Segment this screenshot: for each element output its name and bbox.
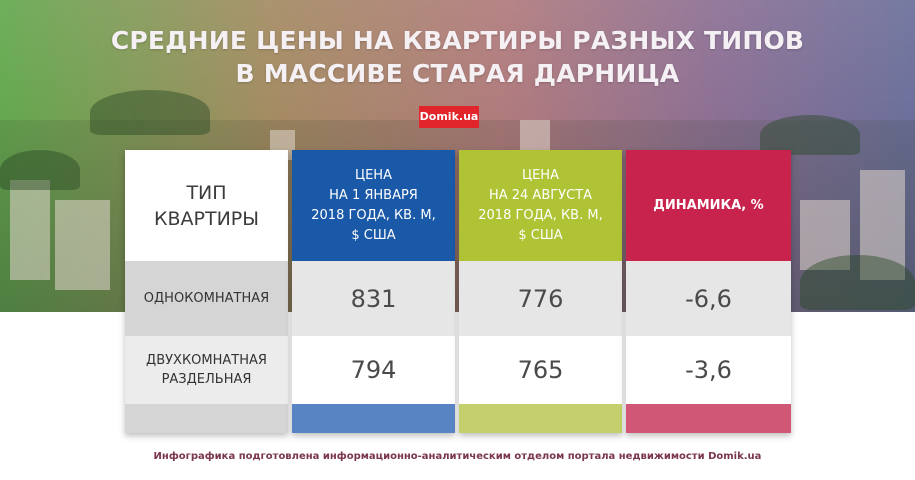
tree (90, 90, 210, 135)
header-aug-line: $ США (518, 227, 563, 243)
header-dyn-line: ДИНАМИКА, % (653, 197, 764, 213)
row-1-aug-cell: 776 (459, 261, 622, 336)
row-1-jan-value: 831 (350, 284, 397, 313)
building (800, 200, 850, 270)
header-price-aug: ЦЕНА НА 24 АВГУСТА 2018 ГОДА, КВ. М, $ С… (459, 150, 622, 261)
header-aug-line: ЦЕНА (522, 167, 559, 183)
header-jan-line: $ США (351, 227, 396, 243)
building (10, 180, 50, 280)
header-dynamics: ДИНАМИКА, % (626, 150, 791, 261)
title-line-2: В МАССИВЕ СТАРАЯ ДАРНИЦА (235, 59, 680, 88)
row-2-aug-cell: 765 (459, 336, 622, 404)
row-1-aug-value: 776 (517, 284, 564, 313)
title-line-1: СРЕДНИЕ ЦЕНЫ НА КВАРТИРЫ РАЗНЫХ ТИПОВ (110, 26, 805, 55)
row-1-jan-cell: 831 (292, 261, 455, 336)
column-dynamics: ДИНАМИКА, % -6,6 -3,6 (626, 150, 791, 433)
header-apartment-type: ТИП КВАРТИРЫ (125, 150, 288, 261)
tree (0, 150, 80, 190)
row-1-type-cell: ОДНОКОМНАТНАЯ (125, 261, 288, 336)
row-1-dyn-cell: -6,6 (626, 261, 791, 336)
column-price-jan: ЦЕНА НА 1 ЯНВАРЯ 2018 ГОДА, КВ. М, $ США… (292, 150, 455, 433)
brand-badge: Domik.ua (419, 106, 479, 128)
footer-strip (292, 404, 455, 433)
header-jan-line: ЦЕНА (355, 167, 392, 183)
row-1-type-label: ОДНОКОМНАТНАЯ (143, 291, 270, 306)
column-price-aug: ЦЕНА НА 24 АВГУСТА 2018 ГОДА, КВ. М, $ С… (459, 150, 622, 433)
header-aug-line: 2018 ГОДА, КВ. М, (478, 207, 603, 223)
building (520, 120, 550, 155)
row-2-jan-cell: 794 (292, 336, 455, 404)
footer-strip (459, 404, 622, 433)
footer-strip (125, 404, 288, 433)
page-title: СРЕДНИЕ ЦЕНЫ НА КВАРТИРЫ РАЗНЫХ ТИПОВ В … (0, 24, 915, 90)
row-2-jan-value: 794 (350, 356, 397, 384)
row-2-dyn-value: -3,6 (685, 356, 732, 384)
row-2-type-label: ДВУХКОМНАТНАЯ (146, 353, 267, 368)
building (55, 200, 110, 290)
header-jan-line: 2018 ГОДА, КВ. М, (311, 207, 436, 223)
header-type-line: КВАРТИРЫ (153, 207, 260, 230)
footer-credit: Инфографика подготовлена информационно-а… (153, 451, 762, 462)
building (860, 170, 905, 280)
footer-strip (626, 404, 791, 433)
tree (800, 255, 915, 310)
column-apartment-type: ТИП КВАРТИРЫ ОДНОКОМНАТНАЯ ДВУХКОМНАТНАЯ… (125, 150, 288, 433)
row-2-type-label: РАЗДЕЛЬНАЯ (161, 372, 252, 387)
header-price-jan: ЦЕНА НА 1 ЯНВАРЯ 2018 ГОДА, КВ. М, $ США (292, 150, 455, 261)
tree (760, 115, 860, 155)
row-2-aug-value: 765 (517, 356, 564, 384)
row-2-type-cell: ДВУХКОМНАТНАЯ РАЗДЕЛЬНАЯ (125, 336, 288, 404)
row-2-dyn-cell: -3,6 (626, 336, 791, 404)
header-jan-line: НА 1 ЯНВАРЯ (329, 187, 418, 203)
header-aug-line: НА 24 АВГУСТА (488, 187, 593, 203)
row-1-dyn-value: -6,6 (685, 284, 732, 313)
header-type-line: ТИП (186, 181, 227, 204)
